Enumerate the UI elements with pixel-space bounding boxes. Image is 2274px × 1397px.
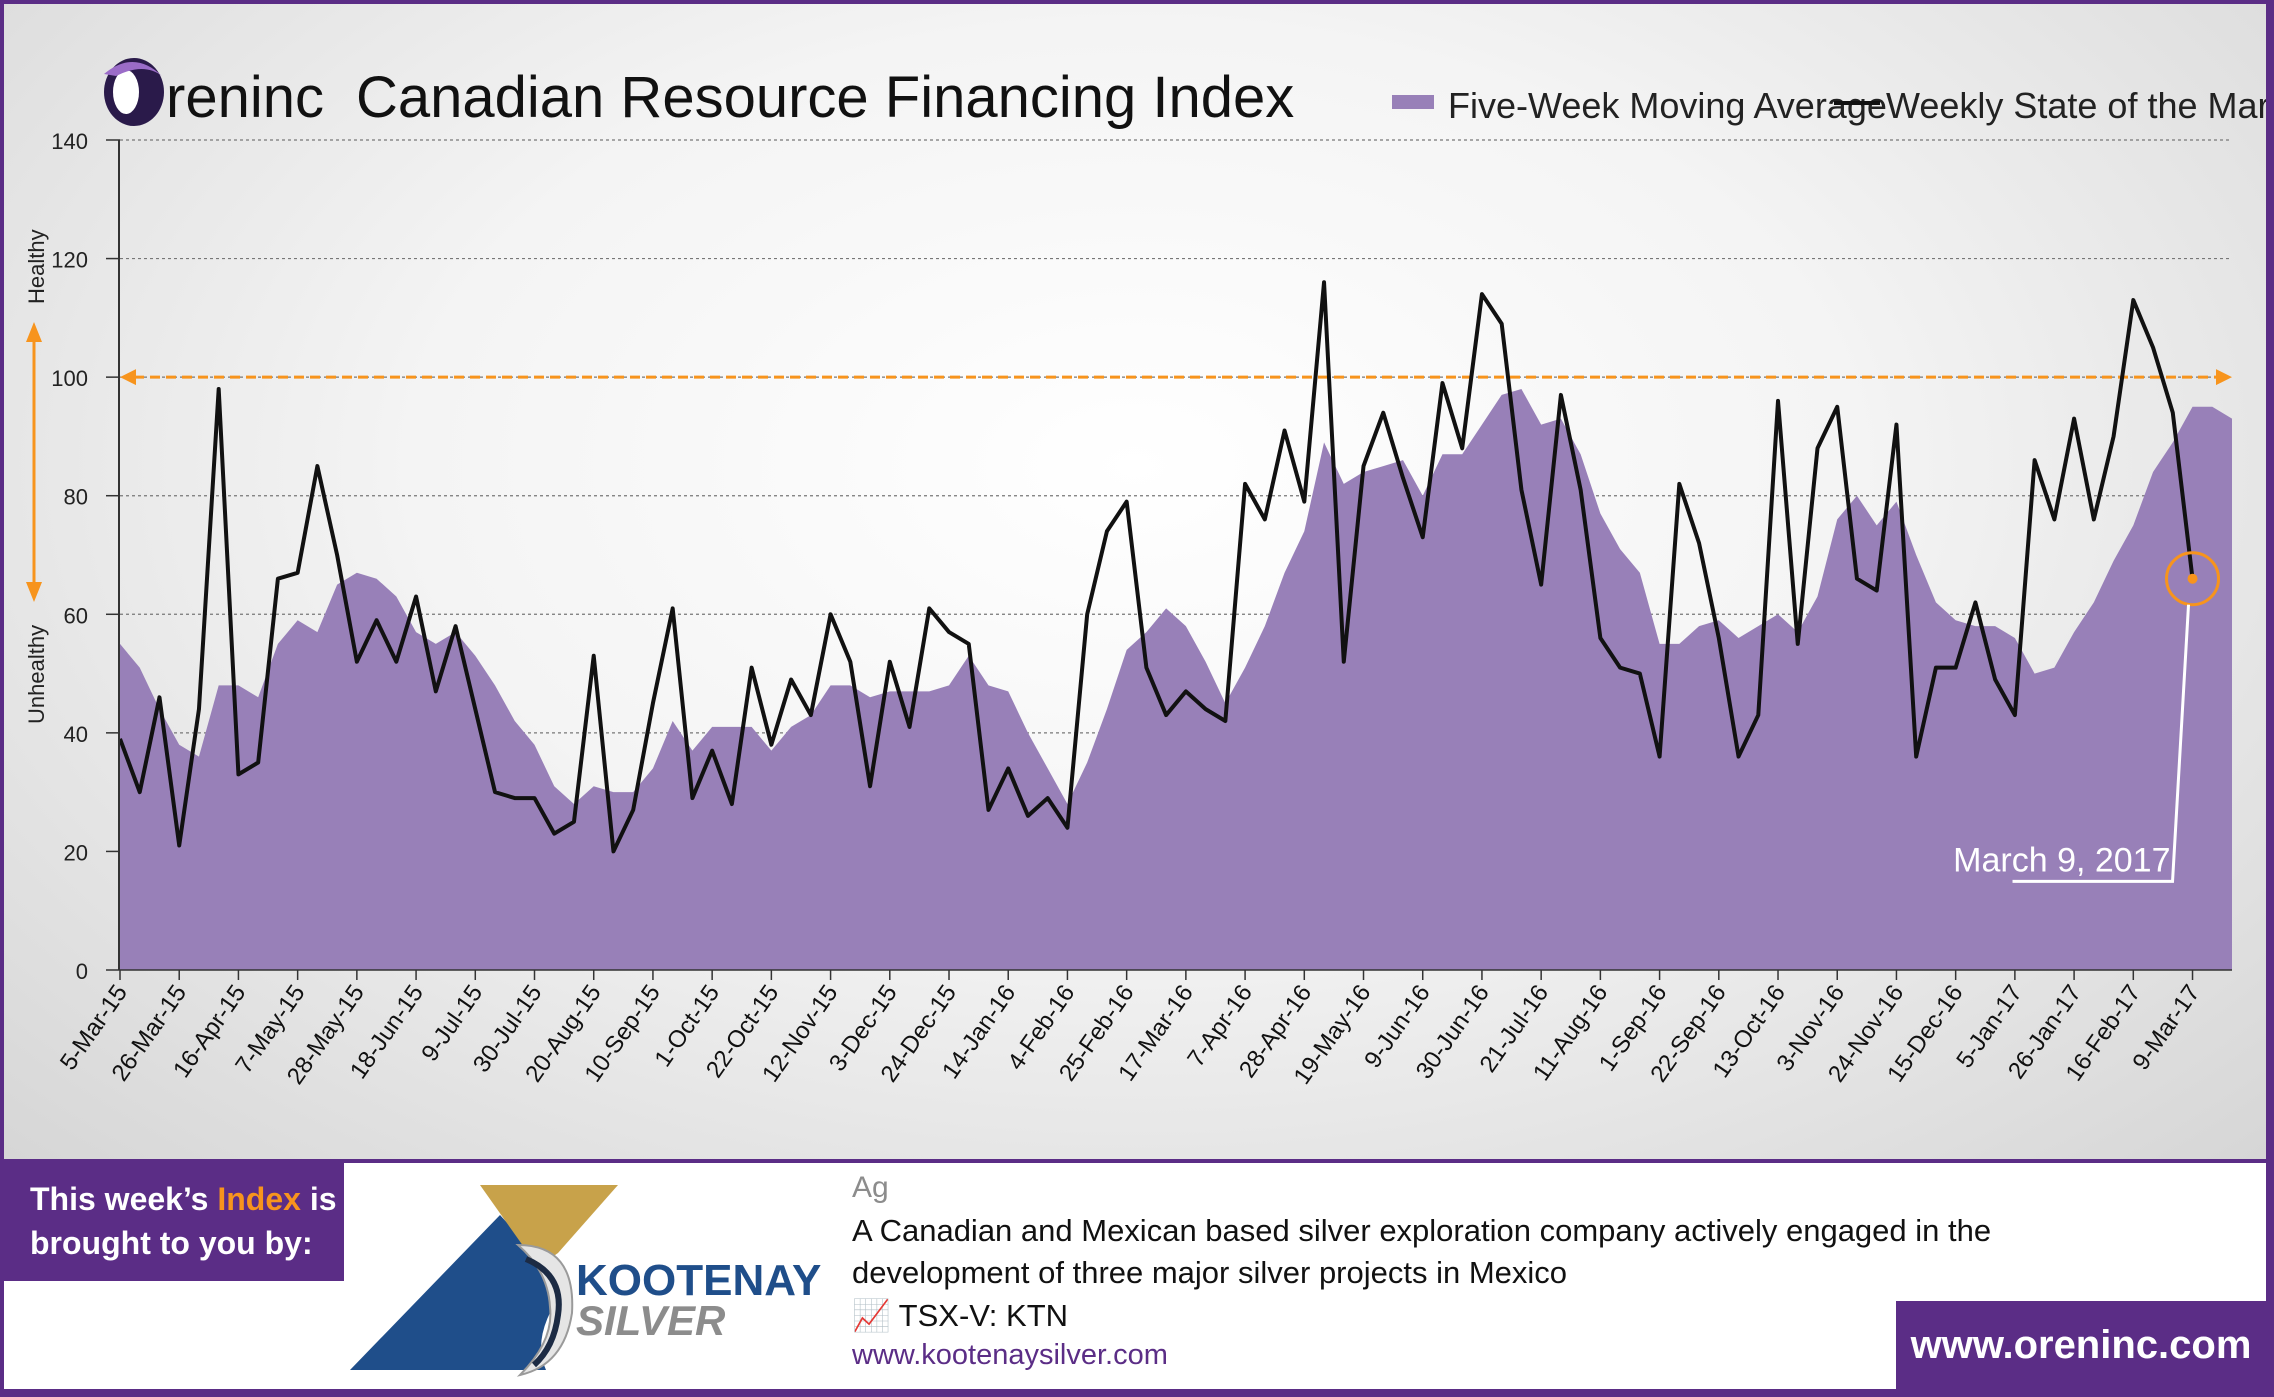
- sponsor-logo-word-1: KOOTENAY: [576, 1256, 821, 1305]
- y-tick-label: 80: [64, 485, 88, 510]
- oreninc-website-link[interactable]: www.oreninc.com: [1896, 1301, 2266, 1389]
- latest-point: [2187, 573, 2198, 584]
- sponsor-description-2: development of three major silver projec…: [852, 1255, 1568, 1290]
- chart-title: Canadian Resource Financing Index: [356, 65, 1294, 130]
- series-five-week-moving-average: [120, 389, 2232, 970]
- series-weekly-state: [118, 280, 2195, 854]
- threshold-line: [120, 369, 2232, 386]
- legend-area-label: Five-Week Moving Average: [1448, 85, 1887, 126]
- brought-by-box: This week’s Index is brought to you by:: [4, 1163, 344, 1281]
- axes: [118, 140, 2232, 971]
- y-tick-label: 60: [64, 603, 88, 628]
- sponsor-metal: Ag: [852, 1171, 889, 1204]
- sponsor-logo-word-2: SILVER: [576, 1297, 726, 1344]
- legend-line-label: Weekly State of the Market: [1886, 85, 2266, 126]
- y-tick-label: 100: [51, 366, 88, 391]
- sponsor-ticker: 📈 TSX-V: KTN: [852, 1298, 1069, 1333]
- brand-name: reninc: [166, 65, 324, 130]
- sponsor-panel: This week’s Index is brought to you by: …: [4, 1163, 2266, 1389]
- health-arrow-icon: [26, 322, 42, 602]
- unhealthy-label: Unhealthy: [24, 625, 49, 724]
- oreninc-logo-icon: [104, 58, 164, 126]
- y-tick-label: 40: [64, 722, 88, 747]
- threshold-arrow-right-icon: [2216, 369, 2232, 386]
- threshold-arrow-left-icon: [120, 369, 136, 386]
- y-tick-label: 0: [76, 959, 88, 984]
- brought-line-2: brought to you by:: [30, 1225, 313, 1261]
- brought-line-1: This week’s Index is: [30, 1181, 337, 1217]
- y-tick-label: 20: [64, 840, 88, 865]
- y-axis: 0 20 40 60 80 100 120 140: [51, 129, 120, 984]
- sponsor-description-1: A Canadian and Mexican based silver expl…: [852, 1213, 1992, 1248]
- legend-area-swatch: [1392, 95, 1434, 109]
- chart-icon: 📈: [852, 1298, 891, 1333]
- x-axis: 5-Mar-1526-Mar-1516-Apr-157-May-1528-May…: [55, 970, 2205, 1089]
- latest-point-highlight: [2165, 551, 2221, 607]
- annotation-leader: [2012, 604, 2191, 883]
- sponsor-website-link[interactable]: www.kootenaysilver.com: [852, 1339, 1168, 1371]
- chart-svg: reninc Canadian Resource Financing Index…: [24, 58, 2266, 1089]
- healthy-label: Healthy: [24, 229, 49, 304]
- y-tick-label: 120: [51, 248, 88, 273]
- chart-panel: reninc Canadian Resource Financing Index…: [4, 4, 2266, 1159]
- sponsor-logo-icon: KOOTENAY SILVER: [350, 1185, 821, 1377]
- annotation-date: March 9, 2017: [1953, 841, 2170, 879]
- y-tick-label: 140: [51, 129, 88, 154]
